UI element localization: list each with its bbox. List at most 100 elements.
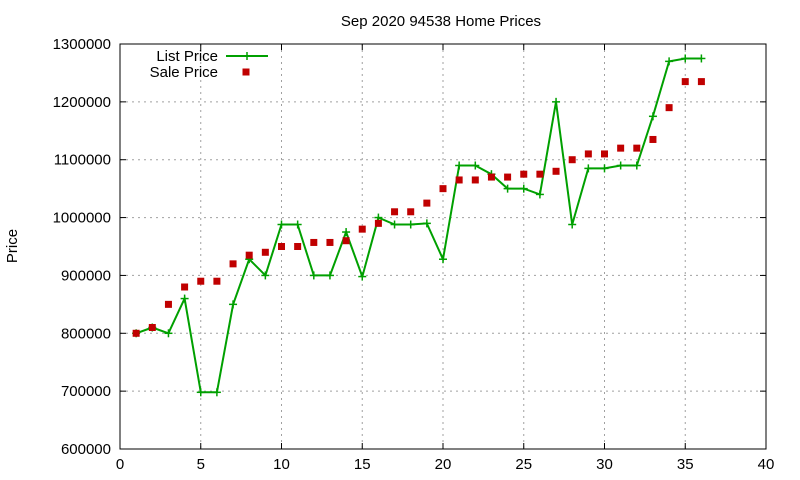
data-point <box>407 208 415 216</box>
data-point <box>196 388 205 397</box>
data-point <box>665 57 674 66</box>
data-point <box>261 271 270 280</box>
legend-swatch-marker <box>242 68 250 76</box>
data-point <box>632 161 641 170</box>
data-point <box>423 199 431 207</box>
data-point <box>309 271 318 280</box>
data-point <box>616 161 625 170</box>
chart-title: Sep 2020 94538 Home Prices <box>341 13 541 30</box>
data-point <box>665 104 673 112</box>
data-point <box>148 324 156 331</box>
data-point <box>261 248 269 256</box>
data-point <box>181 283 189 291</box>
data-point <box>471 176 479 184</box>
y-tick-label: 900000 <box>61 267 111 284</box>
x-tick-label: 5 <box>197 456 205 473</box>
data-point <box>648 112 657 121</box>
data-point <box>471 161 480 170</box>
data-point <box>503 184 512 193</box>
x-tick-label: 30 <box>596 456 613 473</box>
data-point <box>633 144 641 152</box>
data-point <box>406 220 415 229</box>
data-point <box>245 251 253 259</box>
data-point <box>455 176 463 184</box>
x-tick-label: 10 <box>273 456 290 473</box>
data-point <box>229 300 238 309</box>
plot-border <box>119 43 767 450</box>
series-layer <box>132 54 706 397</box>
data-point <box>422 219 431 228</box>
series-sale-price <box>132 78 705 337</box>
data-point <box>358 272 367 281</box>
data-point <box>519 184 528 193</box>
y-tick-label: 600000 <box>61 441 111 458</box>
data-point <box>535 190 544 199</box>
data-point <box>649 135 657 143</box>
data-point <box>681 54 690 63</box>
data-point <box>212 388 221 397</box>
data-point <box>504 173 512 181</box>
data-point <box>584 150 592 158</box>
x-tick-label: 25 <box>515 456 532 473</box>
grid <box>120 44 766 449</box>
y-tick-label: 1000000 <box>53 210 111 227</box>
y-tick-label: 800000 <box>61 325 111 342</box>
data-point <box>277 220 286 229</box>
x-tick-label: 35 <box>677 456 694 473</box>
data-point <box>310 238 318 246</box>
data-point <box>552 97 561 106</box>
data-point <box>278 243 285 250</box>
legend-label: Sale Price <box>150 64 218 81</box>
data-point <box>536 170 544 178</box>
data-point <box>439 255 447 264</box>
data-point <box>568 156 576 164</box>
data-point <box>601 150 608 158</box>
data-point <box>358 225 366 233</box>
data-point <box>326 238 334 246</box>
data-point <box>180 294 189 303</box>
series-line <box>135 57 702 394</box>
x-tick-label: 20 <box>435 456 452 473</box>
data-point <box>374 219 382 227</box>
data-point <box>213 277 221 285</box>
y-axis-label: Price <box>4 229 21 263</box>
y-tick-label: 1100000 <box>54 152 111 169</box>
data-point <box>293 220 302 229</box>
series-list-price <box>132 54 706 397</box>
y-tick-label: 1200000 <box>53 94 111 111</box>
axis-ticks: 600000 700000 800000 900000 1000000 1100000 12… <box>53 36 775 473</box>
data-point <box>584 164 593 173</box>
data-point <box>390 220 399 229</box>
data-point <box>439 185 447 193</box>
x-tick-label: 40 <box>758 456 775 473</box>
data-point <box>681 78 689 86</box>
data-point <box>520 170 528 178</box>
data-point <box>617 144 625 152</box>
x-tick-label: 15 <box>354 456 371 473</box>
data-point <box>229 260 237 268</box>
data-point <box>391 208 399 216</box>
data-point <box>197 277 205 285</box>
data-point <box>487 173 495 181</box>
data-point <box>164 300 172 308</box>
x-tick-label: 0 <box>116 456 124 473</box>
data-point <box>697 78 705 86</box>
legend-swatch-marker <box>243 52 251 60</box>
data-point <box>164 329 173 338</box>
legend-item: List Price <box>156 48 268 65</box>
data-point <box>132 329 140 337</box>
data-point <box>600 164 609 173</box>
data-point <box>568 220 577 229</box>
data-point <box>552 167 560 175</box>
data-point <box>325 271 334 280</box>
data-point <box>697 54 706 63</box>
data-point <box>455 161 464 170</box>
data-point <box>294 243 302 250</box>
data-point <box>342 237 350 245</box>
y-tick-label: 1300000 <box>53 36 111 53</box>
legend-item: Sale Price <box>150 64 250 81</box>
y-tick-label: 700000 <box>61 383 111 400</box>
legend-label: List Price <box>156 48 218 65</box>
